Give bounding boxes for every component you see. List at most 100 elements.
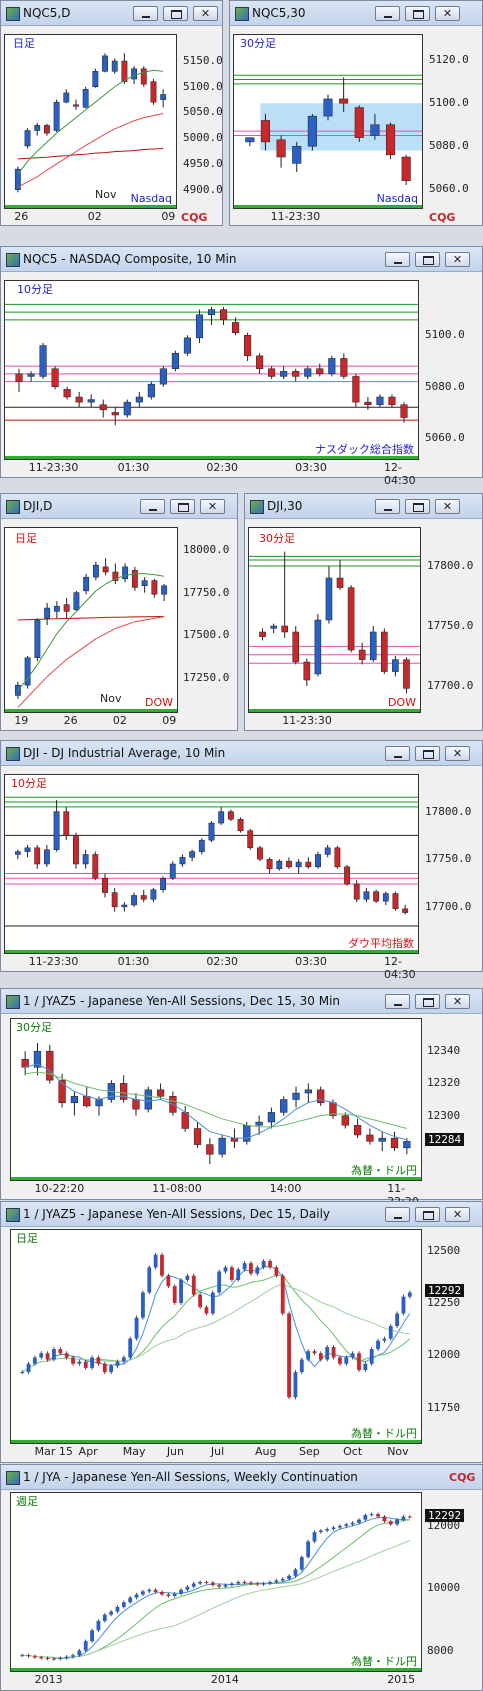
candle-body	[261, 1583, 266, 1585]
title-bar[interactable]: 1 / JYAZ5 - Japanese Yen-All Sessions, D…	[1, 989, 482, 1014]
close-icon[interactable]: ✕	[200, 499, 225, 514]
candle-body	[45, 1353, 50, 1360]
candle-body	[24, 657, 31, 686]
nq-daily-window[interactable]: NQC5,D ✕ 日足 Nasdaq Nov 5150.0 5100.0 5050.0 5…	[0, 0, 223, 226]
title-bar[interactable]: DJI,D ✕	[1, 494, 237, 519]
candle-body	[369, 1349, 374, 1364]
x-tick-label: 11-23:30	[282, 714, 332, 727]
chart-area[interactable]: 日足 Nasdaq Nov	[4, 34, 177, 209]
overlay-line	[17, 148, 164, 160]
close-icon[interactable]: ✕	[445, 746, 470, 761]
candle-body	[382, 893, 389, 902]
title-bar[interactable]: NQC5,D ✕	[1, 1, 222, 26]
session-bar	[5, 709, 177, 712]
minimize-icon[interactable]	[385, 746, 410, 761]
y-axis: 12500 12250 12000 11750 12292	[425, 1229, 481, 1444]
candle-body	[340, 358, 348, 377]
candle-body	[223, 1267, 228, 1272]
minimize-icon[interactable]	[133, 6, 158, 21]
maximize-icon[interactable]	[163, 6, 188, 21]
title-bar[interactable]: NQC5 - NASDAQ Composite, 10 Min ✕	[1, 247, 482, 272]
candle-body	[102, 1614, 107, 1621]
candle-body	[131, 570, 138, 588]
x-axis: 11-23:30	[233, 209, 423, 225]
x-tick-label: Jul	[210, 1445, 225, 1458]
last-price-badge: 12284	[425, 1133, 465, 1147]
minimize-icon[interactable]	[375, 499, 400, 514]
candle-body	[151, 580, 158, 595]
candle-body	[376, 1514, 380, 1517]
close-icon[interactable]: ✕	[445, 994, 470, 1009]
jy-30min-window[interactable]: 1 / JYAZ5 - Japanese Yen-All Sessions, D…	[0, 988, 483, 1208]
session-bar	[5, 950, 418, 953]
maximize-icon[interactable]	[415, 1207, 440, 1222]
chart-area[interactable]: 30分足 DOW	[248, 527, 421, 713]
jy-daily-window[interactable]: 1 / JYAZ5 - Japanese Yen-All Sessions, D…	[0, 1201, 483, 1463]
close-icon[interactable]: ✕	[435, 6, 460, 21]
minimize-icon[interactable]	[140, 499, 165, 514]
title-bar[interactable]: DJI - DJ Industrial Average, 10 Min ✕	[1, 741, 482, 766]
chart-area[interactable]: 日足 為替・ドル円	[10, 1229, 422, 1444]
candle-body	[402, 908, 409, 913]
minimize-icon[interactable]	[385, 252, 410, 267]
candle-body	[229, 1583, 234, 1586]
candle-body	[217, 1585, 222, 1587]
dji-30min-window[interactable]: DJI,30 ✕ 30分足 DOW 17800.0 17750.0 17700.0 1…	[244, 493, 483, 731]
x-tick-label: 09	[161, 210, 176, 223]
chart-area[interactable]: 日足 DOW Nov	[4, 527, 178, 713]
candle-body	[312, 1532, 317, 1542]
candle-body	[198, 1582, 203, 1584]
chart-area[interactable]: 30分足 為替・ドル円	[10, 1018, 422, 1181]
minimize-icon[interactable]	[385, 994, 410, 1009]
candle-body	[172, 1286, 177, 1303]
title-bar[interactable]: DJI,30 ✕	[245, 494, 482, 519]
candle-body	[268, 1582, 272, 1584]
close-icon[interactable]: ✕	[445, 252, 470, 267]
maximize-icon[interactable]	[405, 6, 430, 21]
dji-10min-window[interactable]: DJI - DJ Industrial Average, 10 Min ✕ 10…	[0, 740, 483, 981]
candle-body	[166, 1275, 171, 1287]
instrument-label: 為替・ドル円	[351, 1654, 417, 1668]
dji-daily-window[interactable]: DJI,D ✕ 日足 DOW Nov 18000.0 17750.0 17500.0 17…	[0, 493, 238, 731]
candle-body	[354, 107, 364, 138]
candle-body	[218, 1137, 226, 1155]
minimize-icon[interactable]	[385, 1207, 410, 1222]
close-icon[interactable]: ✕	[445, 1207, 470, 1222]
chart-area[interactable]: 週足 為替・ドル円	[10, 1492, 422, 1672]
nq-30min-window[interactable]: NQC5,30 ✕ 30分足 Nasdaq 5120.0 5100.0 5080.0 5…	[229, 0, 483, 226]
candle-body	[172, 1593, 177, 1597]
close-icon[interactable]: ✕	[193, 6, 218, 21]
close-icon[interactable]: ✕	[435, 499, 460, 514]
chart-area[interactable]: 10分足 ナスダック総合指数	[4, 280, 419, 460]
x-tick-label: 19	[14, 714, 29, 727]
candle-body	[247, 830, 254, 849]
maximize-icon[interactable]	[405, 499, 430, 514]
x-tick-label: 2015	[387, 1673, 416, 1686]
title-bar[interactable]: 1 / JYAZ5 - Japanese Yen-All Sessions, D…	[1, 1202, 482, 1227]
chart-area[interactable]: 30分足 Nasdaq	[233, 34, 423, 209]
candle-body	[210, 1292, 215, 1314]
jy-weekly-window[interactable]: 1 / JYA - Japanese Yen-All Sessions, Wee…	[0, 1464, 483, 1691]
candle-body	[150, 81, 157, 103]
maximize-icon[interactable]	[170, 499, 195, 514]
minimize-icon[interactable]	[375, 6, 400, 21]
window-title: NQC5,30	[252, 6, 306, 20]
maximize-icon[interactable]	[415, 994, 440, 1009]
maximize-icon[interactable]	[415, 746, 440, 761]
candle-body	[24, 130, 31, 147]
candle-body	[39, 1353, 44, 1358]
candle-body	[58, 1658, 63, 1660]
candle-body	[195, 314, 204, 339]
nq-10min-window[interactable]: NQC5 - NASDAQ Composite, 10 Min ✕ 10分足 ナス…	[0, 246, 483, 487]
candle-body	[339, 98, 349, 104]
title-bar[interactable]: 1 / JYA - Japanese Yen-All Sessions, Wee…	[1, 1465, 482, 1490]
maximize-icon[interactable]	[415, 252, 440, 267]
y-tick-label: 5080.0	[429, 139, 469, 153]
candle-body	[183, 337, 191, 354]
title-bar[interactable]: NQC5,30 ✕	[230, 1, 482, 26]
instrument-label: ダウ平均指数	[348, 936, 414, 950]
chart-area[interactable]: 10分足 ダウ平均指数	[4, 774, 419, 954]
period-label: 日足	[15, 532, 37, 545]
candle-body	[90, 1357, 94, 1368]
